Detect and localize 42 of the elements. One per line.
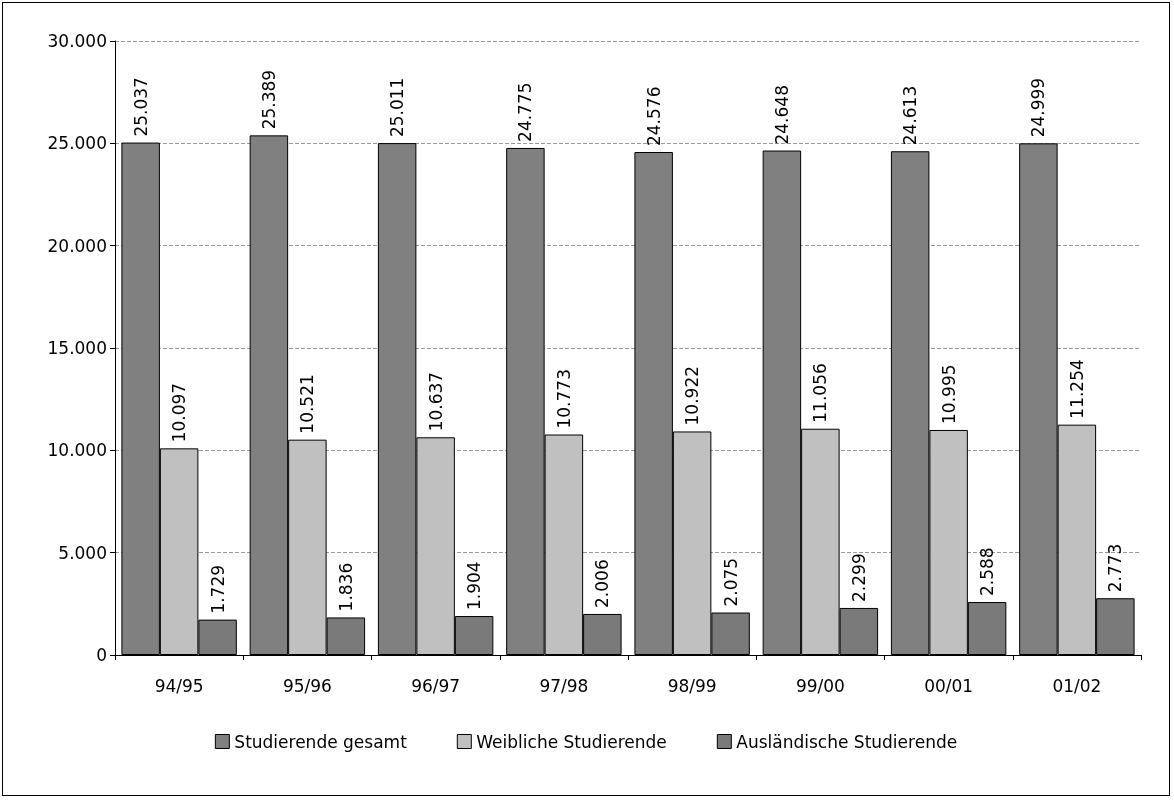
data-label: 25.011	[387, 77, 408, 138]
data-label: 1.729	[207, 564, 228, 614]
data-label: 25.037	[130, 77, 151, 137]
data-label: 10.922	[682, 365, 703, 426]
x-tick-label: 96/97	[411, 675, 461, 696]
data-label: 10.097	[169, 382, 190, 443]
y-tick-label: 5.000	[58, 542, 107, 563]
legend-label: Weibliche Studierende	[476, 731, 667, 752]
data-label: 10.773	[553, 369, 574, 429]
data-label: 2.006	[592, 559, 613, 608]
data-label: 11.056	[810, 363, 831, 423]
data-label: 2.773	[1105, 543, 1126, 593]
data-label: 2.075	[720, 557, 741, 607]
data-label: 1.904	[464, 561, 485, 611]
legend-label: Ausländische Studierende	[736, 731, 958, 752]
data-label: 24.576	[643, 86, 664, 147]
data-label: 10.637	[425, 371, 446, 432]
legend-label: Studierende gesamt	[234, 731, 408, 752]
y-tick-label: 25.000	[47, 133, 107, 154]
data-label: 10.521	[297, 374, 318, 434]
y-tick-label: 10.000	[47, 440, 107, 461]
data-label: 2.588	[977, 547, 998, 597]
data-label: 1.836	[335, 562, 356, 612]
data-label: 24.999	[1028, 77, 1049, 138]
x-tick-label: 01/02	[1052, 675, 1102, 696]
data-label: 24.613	[900, 85, 921, 146]
y-tick-label: 20.000	[47, 235, 107, 256]
data-label: 24.775	[515, 82, 536, 142]
data-label: 10.995	[938, 364, 959, 424]
x-tick-label: 94/95	[154, 675, 204, 696]
y-tick-label: 0	[96, 645, 107, 665]
y-tick-label: 30.000	[47, 31, 107, 51]
x-tick-label: 00/01	[924, 675, 974, 696]
data-label: 24.648	[771, 85, 792, 145]
data-label: 25.389	[258, 69, 279, 130]
data-label: 11.254	[1066, 359, 1087, 419]
x-tick-label: 98/99	[667, 675, 717, 696]
x-tick-label: 99/00	[795, 675, 845, 696]
y-tick-label: 15.000	[47, 338, 107, 358]
data-label: 2.299	[848, 553, 869, 602]
x-tick-label: 97/98	[539, 675, 589, 696]
x-tick-label: 95/96	[282, 675, 332, 696]
